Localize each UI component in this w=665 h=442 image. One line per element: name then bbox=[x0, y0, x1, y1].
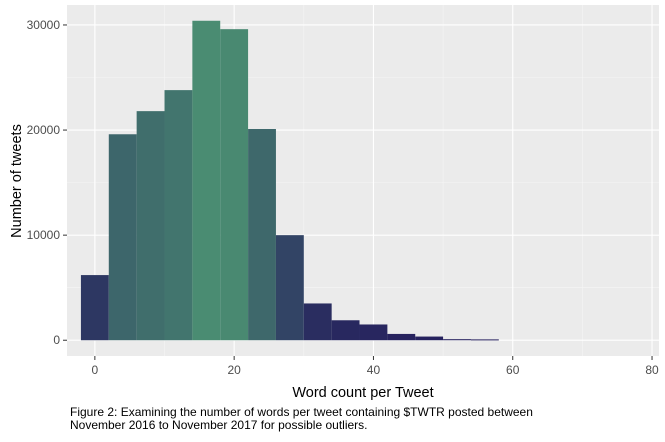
x-axis-tick-labels: 0 20 40 60 80 bbox=[92, 363, 660, 377]
y-axis-tick-labels: 0 10000 20000 30000 bbox=[27, 18, 61, 347]
histogram-bar bbox=[303, 303, 332, 341]
x-tick-label: 80 bbox=[645, 363, 659, 377]
y-tick-label: 20000 bbox=[27, 123, 61, 137]
histogram-bar bbox=[470, 339, 499, 341]
x-tick-label: 0 bbox=[92, 363, 99, 377]
x-tick-label: 60 bbox=[506, 363, 520, 377]
histogram-bar bbox=[331, 320, 360, 341]
histogram-chart: 0 20 40 60 80 0 10000 20000 30000 Word count pe… bbox=[9, 5, 660, 401]
minor-gridlines bbox=[67, 5, 659, 356]
caption-line-1: Figure 2: Examining the number of words … bbox=[70, 405, 533, 419]
histogram-bar bbox=[164, 90, 193, 341]
histogram-bars bbox=[80, 20, 499, 341]
histogram-bar bbox=[220, 29, 249, 341]
histogram-bar bbox=[192, 20, 221, 341]
axis-ticks bbox=[63, 24, 653, 360]
caption-line-2: November 2016 to November 2017 for possi… bbox=[70, 418, 368, 432]
x-tick-label: 40 bbox=[367, 363, 381, 377]
histogram-bar bbox=[80, 275, 109, 341]
histogram-bar bbox=[108, 134, 137, 341]
histogram-bar bbox=[275, 235, 304, 341]
x-axis-title: Word count per Tweet bbox=[292, 385, 433, 401]
histogram-bar bbox=[359, 324, 388, 341]
figure-caption: Figure 2: Examining the number of words … bbox=[70, 406, 660, 432]
histogram-bar bbox=[248, 129, 276, 341]
histogram-bar bbox=[415, 336, 444, 341]
y-axis-title: Number of tweets bbox=[9, 124, 25, 238]
y-tick-label: 10000 bbox=[27, 228, 61, 242]
y-tick-label: 0 bbox=[53, 333, 60, 347]
x-tick-label: 20 bbox=[227, 363, 241, 377]
histogram-bar bbox=[136, 111, 165, 341]
histogram-bar bbox=[443, 339, 471, 341]
y-tick-label: 30000 bbox=[27, 18, 61, 32]
histogram-bar bbox=[387, 333, 416, 341]
